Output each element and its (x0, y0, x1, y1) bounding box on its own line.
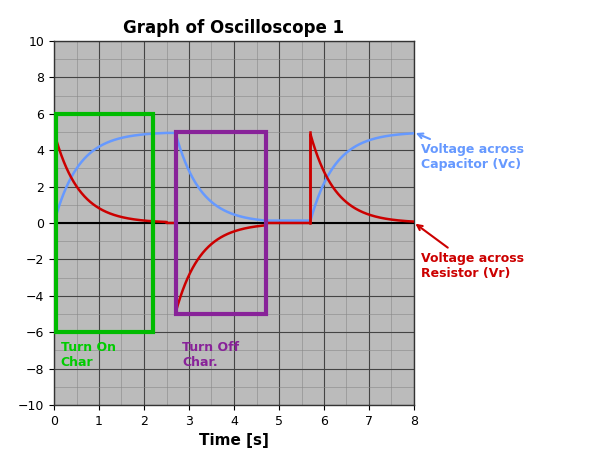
X-axis label: Time [s]: Time [s] (199, 433, 269, 448)
Bar (176, 132, 265, 314)
Text: Turn Off
Char.: Turn Off Char. (182, 341, 239, 369)
Text: Turn On
Char: Turn On Char (61, 341, 116, 369)
Title: Graph of Oscilloscope 1: Graph of Oscilloscope 1 (124, 19, 344, 36)
Text: Voltage across
Capacitor (Vc): Voltage across Capacitor (Vc) (418, 134, 524, 171)
Bar (56, 114, 153, 332)
Text: Voltage across
Resistor (Vr): Voltage across Resistor (Vr) (417, 225, 524, 280)
